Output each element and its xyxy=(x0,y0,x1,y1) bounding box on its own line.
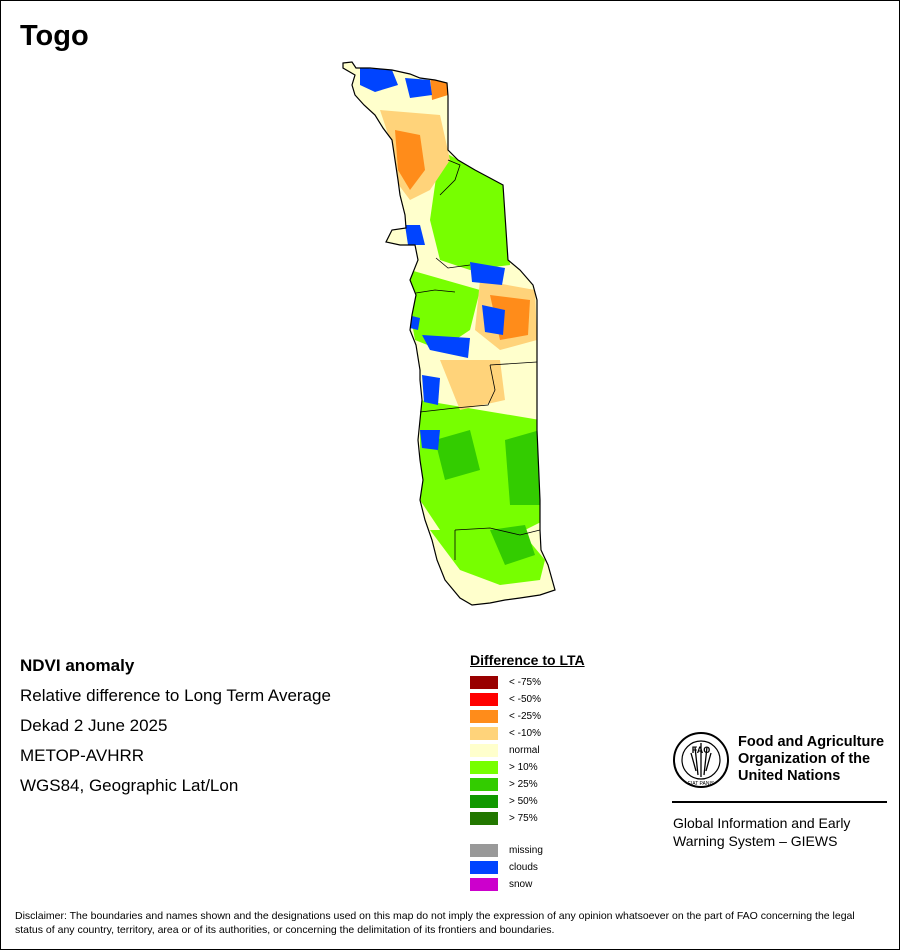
fao-logo-text: FAO xyxy=(692,745,711,755)
legend-title: Difference to LTA xyxy=(470,652,585,668)
fao-name: Food and Agriculture Organization of the… xyxy=(738,734,884,785)
map-info: NDVI anomaly Relative difference to Long… xyxy=(20,656,331,806)
legend-swatch xyxy=(470,878,498,891)
legend-swatch xyxy=(470,761,498,774)
legend-label: snow xyxy=(509,879,533,890)
legend-label: > 25% xyxy=(509,779,538,790)
legend-label: normal xyxy=(509,745,540,756)
legend-item: > 50% xyxy=(470,794,585,811)
giews-name: Global Information and Early Warning Sys… xyxy=(673,814,850,850)
legend-item: < -10% xyxy=(470,726,585,743)
legend-item: < -75% xyxy=(470,675,585,692)
legend-swatch xyxy=(470,710,498,723)
legend-swatch xyxy=(470,676,498,689)
legend-swatch xyxy=(470,812,498,825)
legend-swatch xyxy=(470,693,498,706)
legend-label: < -75% xyxy=(509,677,541,688)
legend-gap xyxy=(470,828,585,843)
legend-item: normal xyxy=(470,743,585,760)
fao-logo-icon: FAO FIAT PANIS xyxy=(673,732,729,788)
legend-label: < -10% xyxy=(509,728,541,739)
map-title: Togo xyxy=(20,20,89,52)
info-heading: NDVI anomaly xyxy=(20,656,135,675)
legend-label: > 50% xyxy=(509,796,538,807)
legend: Difference to LTA < -75% < -50% < -25% <… xyxy=(470,652,585,894)
giews-line-2: Warning System – GIEWS xyxy=(673,833,838,849)
legend-label: clouds xyxy=(509,862,538,873)
fao-name-line-2: Organization of the xyxy=(738,751,871,767)
info-line-3: METOP-AVHRR xyxy=(20,746,145,765)
legend-swatch xyxy=(470,778,498,791)
legend-label: missing xyxy=(509,845,543,856)
fao-divider xyxy=(672,801,887,803)
legend-item: < -25% xyxy=(470,709,585,726)
legend-item: < -50% xyxy=(470,692,585,709)
legend-swatch xyxy=(470,727,498,740)
legend-swatch xyxy=(470,795,498,808)
legend-item: > 75% xyxy=(470,811,585,828)
info-line-2: Dekad 2 June 2025 xyxy=(20,716,168,735)
legend-item: clouds xyxy=(470,860,585,877)
legend-swatch xyxy=(470,844,498,857)
fao-name-line-1: Food and Agriculture xyxy=(738,734,885,750)
legend-swatch xyxy=(470,861,498,874)
legend-items: < -75% < -50% < -25% < -10% normal > 10%… xyxy=(470,675,585,828)
legend-item: missing xyxy=(470,843,585,860)
legend-label: < -50% xyxy=(509,694,541,705)
fao-logo-motto: FIAT PANIS xyxy=(688,781,715,787)
legend-swatch xyxy=(470,744,498,757)
legend-label: > 10% xyxy=(509,762,538,773)
fao-name-line-3: United Nations xyxy=(738,768,841,784)
disclaimer: Disclaimer: The boundaries and names sho… xyxy=(15,910,855,936)
togo-ndvi-map xyxy=(342,61,556,606)
info-line-1: Relative difference to Long Term Average xyxy=(20,686,331,705)
legend-label: < -25% xyxy=(509,711,541,722)
legend-item: snow xyxy=(470,877,585,894)
legend-label: > 75% xyxy=(509,813,538,824)
giews-line-1: Global Information and Early xyxy=(673,815,851,831)
info-line-4: WGS84, Geographic Lat/Lon xyxy=(20,776,239,795)
legend-item: > 25% xyxy=(470,777,585,794)
legend-item: > 10% xyxy=(470,760,585,777)
legend-extra-items: missing clouds snow xyxy=(470,843,585,894)
